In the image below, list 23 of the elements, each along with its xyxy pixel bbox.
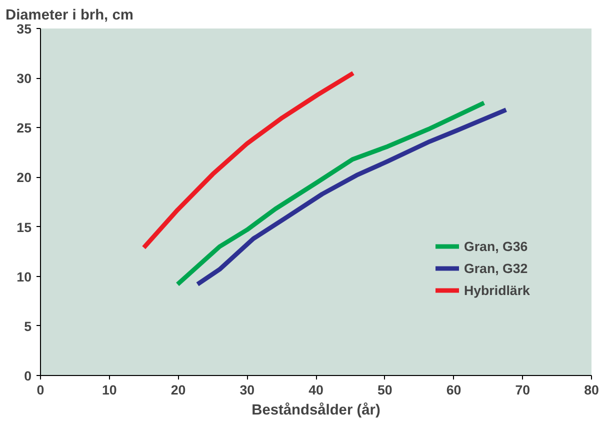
y-tick-label: 5 bbox=[24, 318, 32, 334]
legend-label: Gran, G36 bbox=[464, 238, 528, 254]
x-tick-label: 20 bbox=[170, 382, 186, 398]
legend-label: Gran, G32 bbox=[464, 260, 528, 276]
x-tick-label: 0 bbox=[36, 382, 44, 398]
x-tick-label: 50 bbox=[377, 382, 392, 398]
y-tick-label: 35 bbox=[16, 22, 32, 36]
y-tick-label: 10 bbox=[16, 269, 32, 284]
y-axis-title: Diameter i brh, cm bbox=[6, 8, 134, 24]
y-tick-label: 20 bbox=[16, 170, 32, 186]
y-tick-label: 0 bbox=[24, 368, 32, 384]
x-tick-label: 10 bbox=[102, 382, 117, 398]
line-series bbox=[142, 70, 356, 250]
x-tick-label: 30 bbox=[240, 382, 255, 398]
x-tick-label: 40 bbox=[308, 382, 324, 398]
legend-label: Hybridlärk bbox=[464, 282, 530, 298]
x-tick-label: 80 bbox=[584, 382, 599, 398]
y-tick-label: 15 bbox=[16, 220, 32, 235]
x-axis-title: Beståndsålder (år) bbox=[252, 402, 380, 418]
x-tick-label: 60 bbox=[446, 382, 462, 398]
x-tick-label: 70 bbox=[515, 382, 530, 398]
y-tick-label: 25 bbox=[16, 120, 32, 136]
y-tick-label: 30 bbox=[16, 71, 32, 86]
